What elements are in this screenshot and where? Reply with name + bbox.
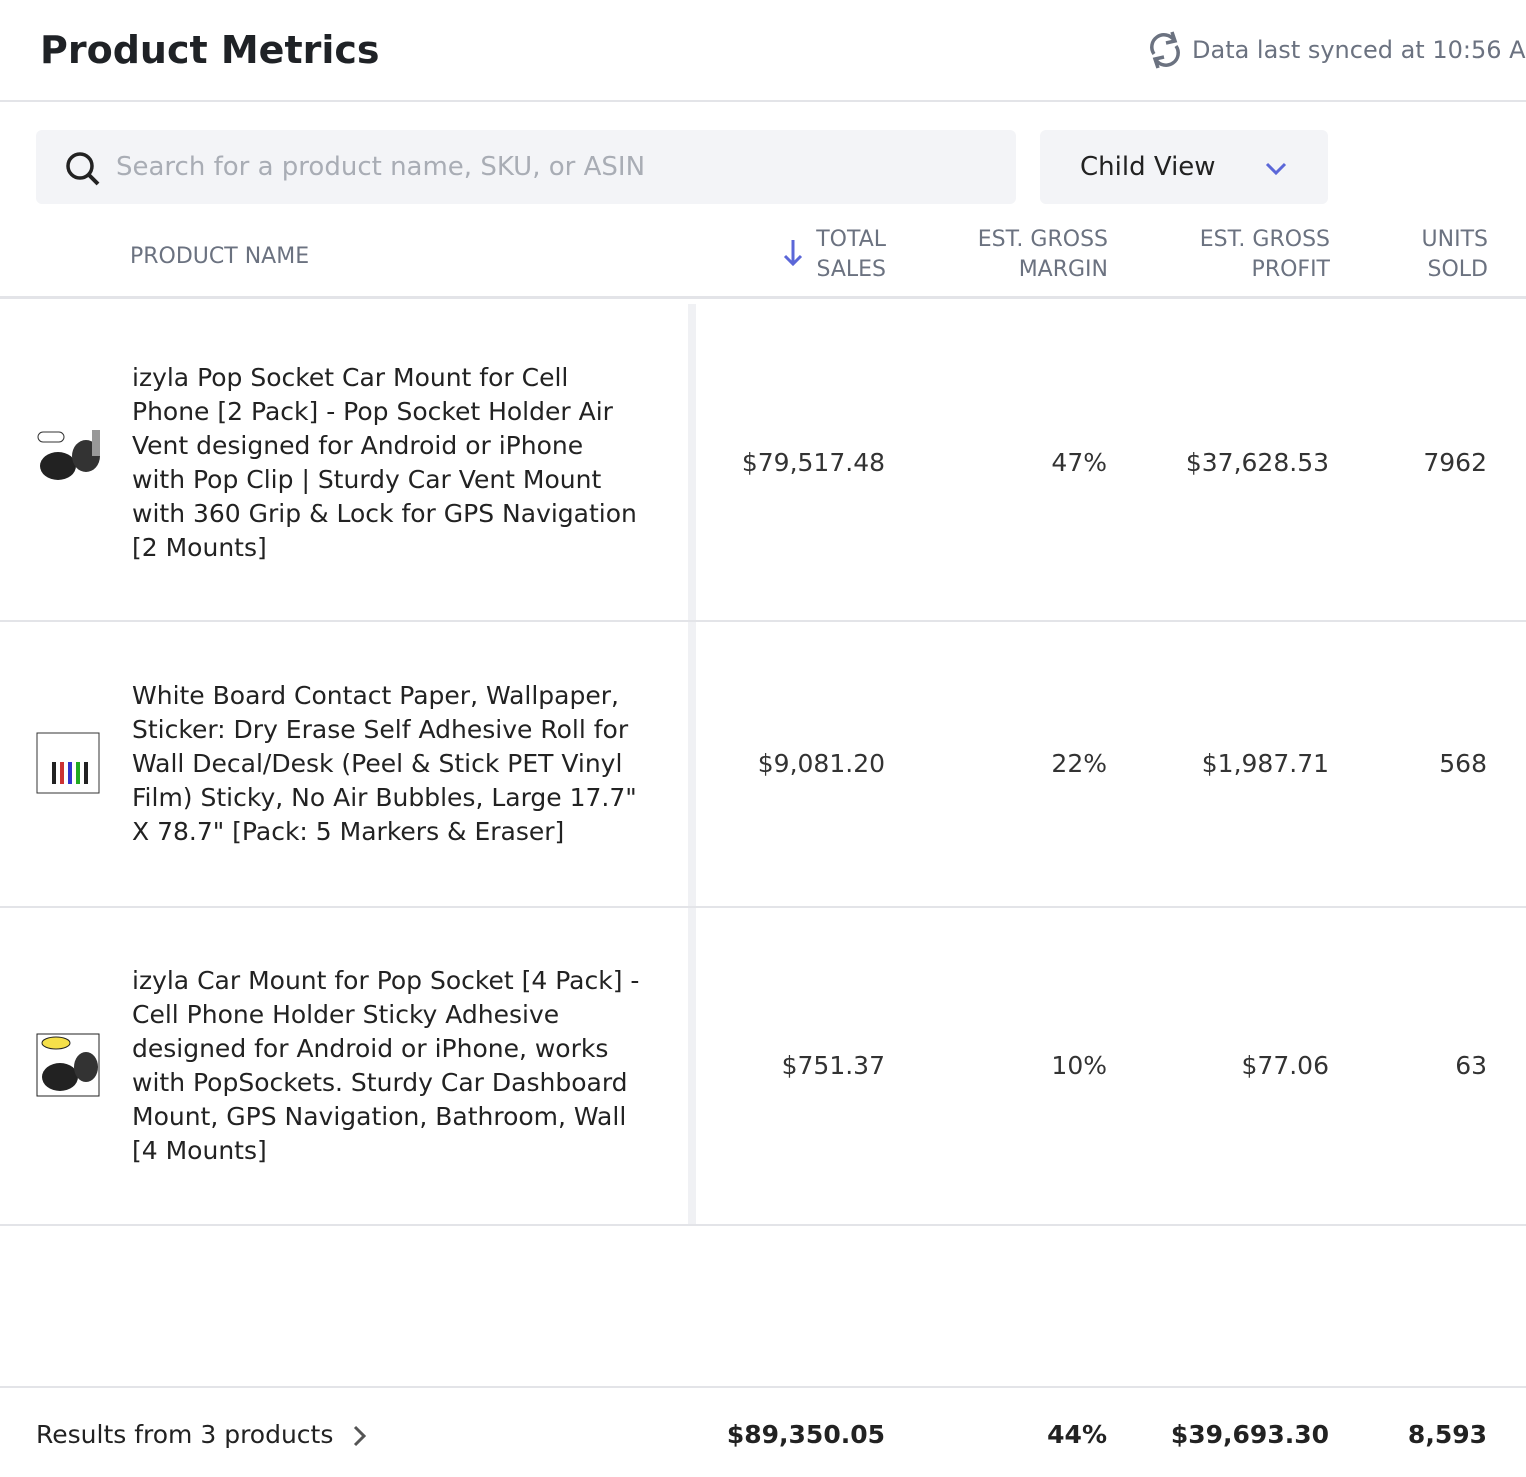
units-sold: 63 bbox=[1455, 1051, 1487, 1080]
search-box[interactable] bbox=[36, 130, 1016, 204]
sync-status: Data last synced at 10:56 A bbox=[1192, 36, 1526, 64]
sync-icon bbox=[1150, 31, 1180, 69]
gross-profit-sum: $39,693.30 bbox=[1170, 1420, 1329, 1449]
gross-profit: $1,987.71 bbox=[1201, 749, 1329, 778]
gross-margin: 10% bbox=[1051, 1051, 1107, 1080]
results-chevron bbox=[353, 1425, 367, 1447]
row-divider bbox=[0, 906, 1526, 908]
gross-profit: $37,628.53 bbox=[1185, 448, 1329, 477]
gross-margin: 47% bbox=[1051, 448, 1107, 477]
footer-divider bbox=[0, 1386, 1526, 1388]
gross-margin: 22% bbox=[1051, 749, 1107, 778]
header-divider bbox=[0, 100, 1526, 102]
column-header[interactable]: EST. GROSS PROFIT bbox=[1199, 227, 1330, 282]
units-sold: 7962 bbox=[1423, 448, 1487, 477]
product-name[interactable]: White Board Contact Paper, Wallpaper, St… bbox=[132, 681, 637, 846]
total-sales: $79,517.48 bbox=[741, 448, 885, 477]
search-icon bbox=[66, 152, 100, 186]
column-header[interactable]: EST. GROSS MARGIN bbox=[977, 227, 1108, 282]
units-sold-sum: 8,593 bbox=[1407, 1420, 1487, 1449]
total-sales-sum: $89,350.05 bbox=[726, 1420, 885, 1449]
column-header: PRODUCT NAME bbox=[130, 244, 310, 269]
header-row-divider bbox=[0, 296, 1526, 299]
product-name[interactable]: izyla Pop Socket Car Mount for Cell Phon… bbox=[132, 363, 637, 562]
row-divider bbox=[0, 1224, 1526, 1226]
gross-margin-total: 44% bbox=[1047, 1420, 1107, 1449]
column-divider bbox=[688, 304, 696, 1224]
results-link[interactable]: Results from 3 products bbox=[36, 1420, 334, 1449]
column-header[interactable]: UNITS SOLD bbox=[1421, 227, 1488, 282]
total-sales: $751.37 bbox=[781, 1051, 885, 1080]
column-header[interactable]: TOTAL SALES bbox=[816, 227, 886, 282]
product-thumbnail bbox=[36, 732, 100, 794]
row-divider bbox=[0, 620, 1526, 622]
search-placeholder: Search for a product name, SKU, or ASIN bbox=[116, 152, 646, 182]
sort-icon bbox=[783, 240, 803, 267]
view-dropdown-label: Child View bbox=[1080, 152, 1216, 182]
dropdown-chevron bbox=[1265, 162, 1287, 176]
product-thumbnail bbox=[36, 1033, 100, 1097]
product-name[interactable]: izyla Car Mount for Pop Socket [4 Pack] … bbox=[132, 966, 640, 1165]
product-thumbnail bbox=[37, 430, 100, 480]
units-sold: 568 bbox=[1439, 749, 1487, 778]
total-sales: $9,081.20 bbox=[757, 749, 885, 778]
gross-profit: $77.06 bbox=[1241, 1051, 1329, 1080]
page-title: Product Metrics bbox=[40, 28, 380, 72]
